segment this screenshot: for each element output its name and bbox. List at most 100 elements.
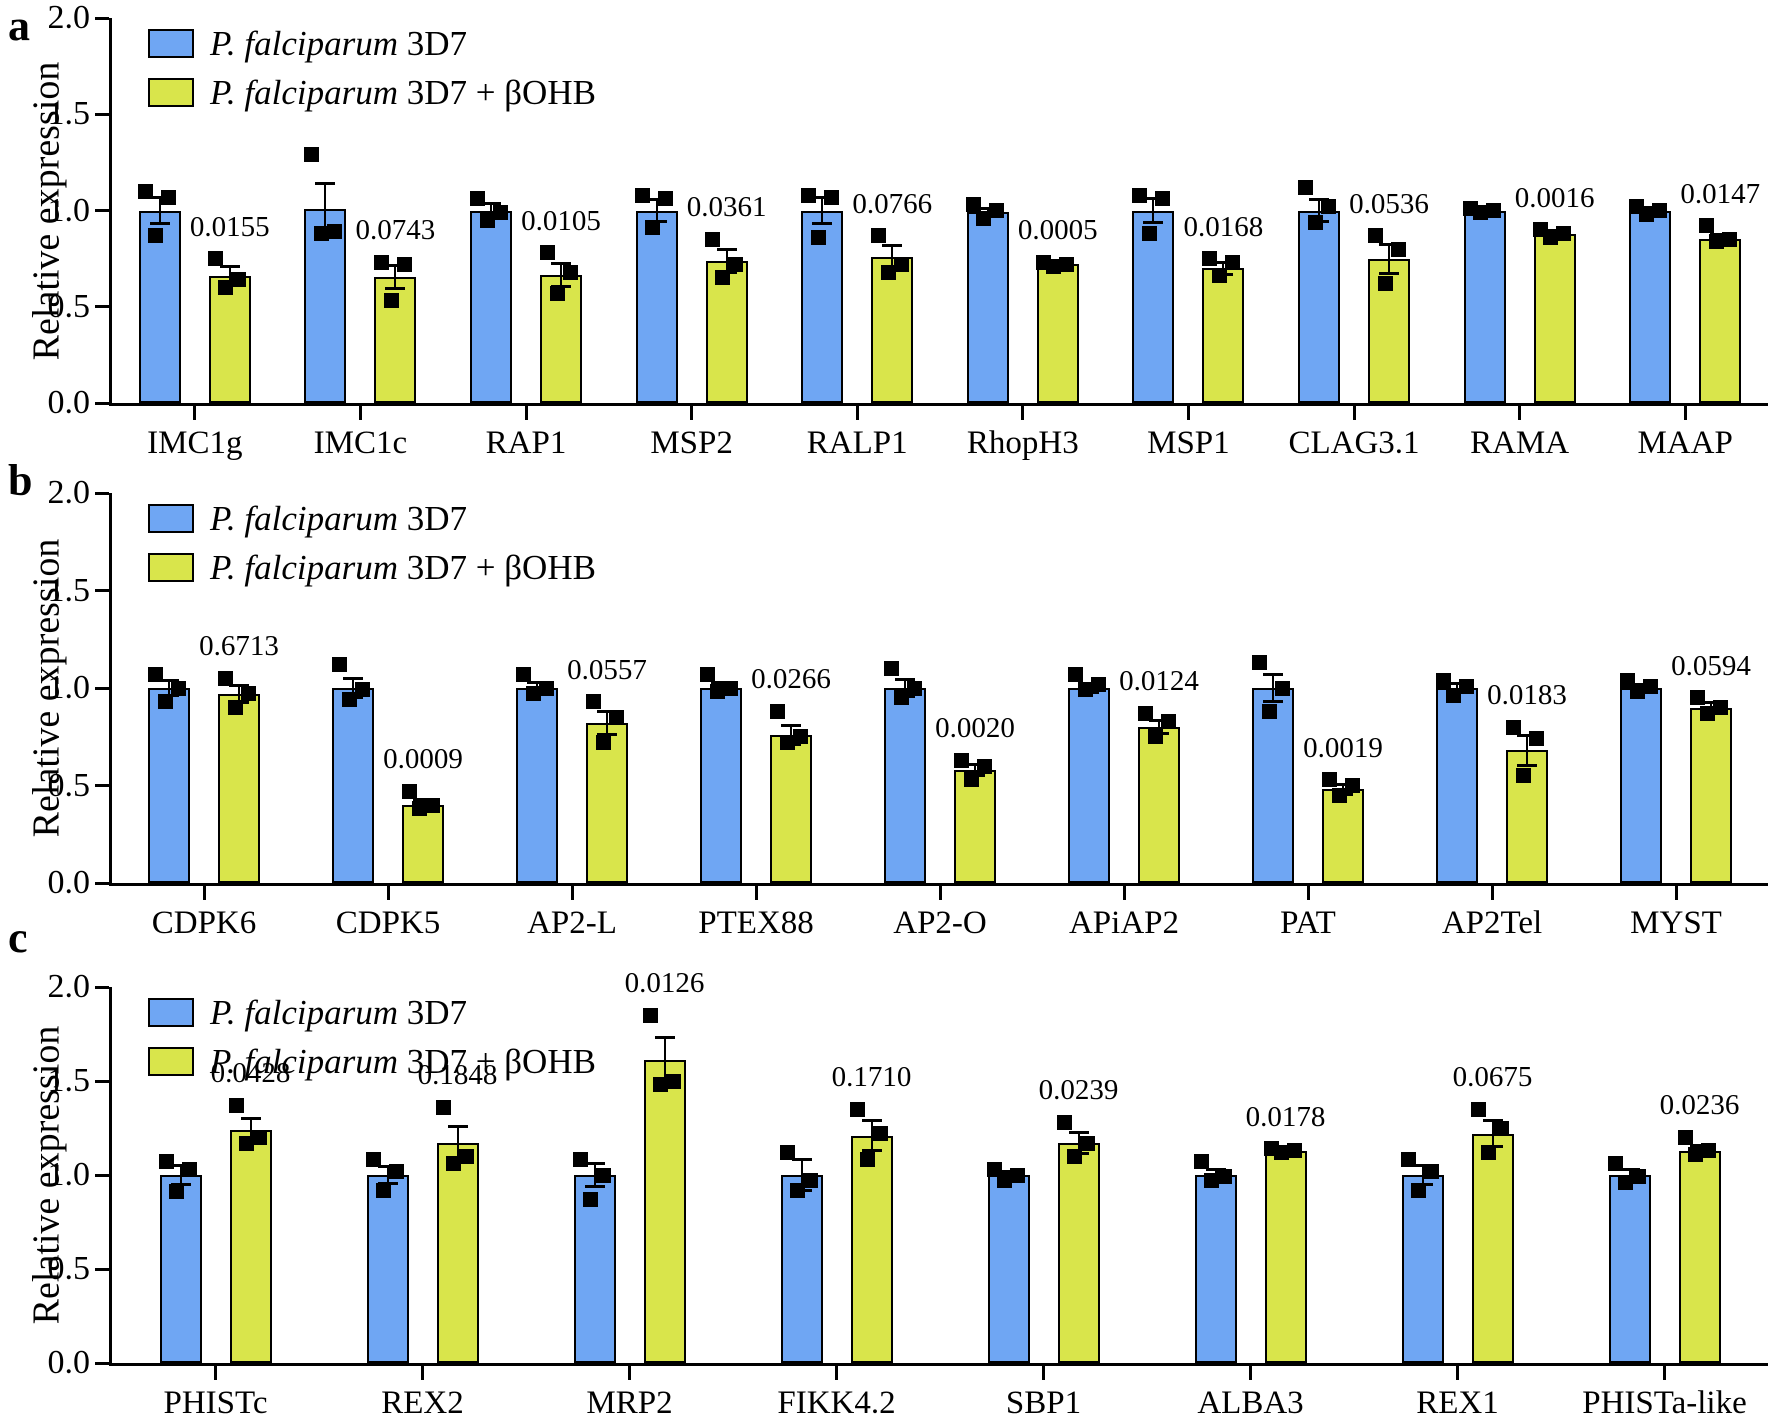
bar-yellow-REX2	[436, 1143, 479, 1363]
data-point	[966, 197, 982, 213]
data-point	[705, 231, 721, 247]
x-tick-label-AP2-L: AP2-L	[527, 905, 617, 941]
x-tick-mark	[855, 406, 859, 420]
data-point	[1367, 228, 1383, 244]
data-point	[1458, 678, 1474, 694]
data-point	[252, 1129, 267, 1145]
bar-yellow-MYST	[1690, 707, 1732, 883]
bar-yellow-RAMA	[1533, 233, 1576, 403]
data-point	[976, 758, 992, 774]
error-bar-cap	[551, 261, 571, 265]
data-point	[383, 293, 399, 309]
p-value-MSP1: 0.0168	[1183, 210, 1264, 243]
data-point	[1505, 719, 1521, 735]
error-bar	[821, 197, 824, 224]
legend-label: P. falciparum 3D7 + βOHB	[210, 550, 596, 585]
bar-blue-APiAP2	[1068, 688, 1110, 883]
error-bar-cap	[1689, 1144, 1710, 1148]
x-tick-mark	[193, 406, 197, 420]
data-point	[1297, 179, 1313, 195]
bar-blue-MAAP	[1629, 210, 1672, 403]
x-tick-mark	[835, 1366, 838, 1380]
data-point	[138, 183, 154, 199]
data-point	[1307, 214, 1323, 230]
error-bar-cap	[343, 676, 363, 680]
p-value-APiAP2: 0.0124	[1119, 665, 1199, 698]
error-bar-cap	[654, 1036, 675, 1040]
bar-yellow-PTEX88	[770, 734, 812, 883]
data-point	[906, 680, 922, 696]
data-point	[653, 1077, 668, 1093]
error-bar-cap	[1143, 197, 1164, 201]
data-point	[823, 189, 839, 205]
p-value-CDPK6: 0.6713	[199, 630, 279, 663]
y-tick-mark	[95, 985, 109, 989]
data-point	[539, 245, 555, 261]
y-tick-mark	[95, 305, 109, 309]
p-value-IMC1g: 0.0155	[189, 210, 270, 243]
error-bar-cap	[1068, 1131, 1089, 1135]
error-bar	[870, 1120, 873, 1151]
data-point	[1631, 1169, 1646, 1185]
data-point	[1701, 1143, 1716, 1159]
error-bar	[1318, 199, 1320, 222]
legend-label: P. falciparum 3D7	[210, 26, 467, 61]
error-bar	[1628, 1169, 1631, 1181]
legend-label: P. falciparum 3D7 + βOHB	[210, 75, 596, 110]
data-point	[1274, 1144, 1289, 1160]
error-bar-cap	[170, 1182, 191, 1186]
data-point	[1137, 705, 1153, 721]
data-point	[1494, 1120, 1509, 1136]
y-tick-mark	[95, 491, 109, 495]
legend-species: P. falciparum	[210, 499, 398, 538]
y-tick-label: 1.0	[47, 1156, 91, 1193]
bar-blue-AP2Tel	[1436, 688, 1478, 883]
data-point	[873, 1126, 888, 1142]
bar-yellow-RhopH3	[1036, 264, 1079, 403]
data-point	[1331, 787, 1347, 803]
data-point	[1321, 772, 1337, 788]
y-axis-line	[109, 987, 112, 1366]
data-point	[446, 1156, 461, 1172]
x-tick-label-REX2: REX2	[381, 1385, 464, 1421]
legend-row: P. falciparum 3D7	[148, 26, 596, 61]
data-point	[1688, 1146, 1703, 1162]
bar-blue-AP2-L	[516, 688, 558, 883]
x-tick-label-AP2-O: AP2-O	[893, 905, 987, 941]
bar-blue-RhopH3	[966, 212, 1009, 403]
y-tick-label: 0.5	[47, 1250, 91, 1287]
legend-strain: 3D7 + βOHB	[397, 73, 596, 112]
p-value-PHISTc: 0.0428	[210, 1057, 291, 1090]
panel-c-letter: c	[8, 913, 28, 962]
data-point	[1141, 226, 1157, 242]
y-tick-label: 1.0	[47, 669, 91, 706]
bar-blue-PHISTc	[159, 1175, 202, 1363]
p-value-REX2: 0.1848	[417, 1059, 498, 1092]
legend-swatch-yellow	[148, 78, 194, 107]
data-point	[157, 694, 173, 710]
data-point	[170, 680, 186, 696]
data-point	[1481, 1144, 1496, 1160]
data-point	[1608, 1156, 1623, 1172]
x-tick-mark	[938, 886, 942, 900]
p-value-MYST: 0.0594	[1671, 649, 1751, 682]
error-bar-cap	[812, 195, 833, 199]
error-bar	[386, 1166, 389, 1184]
bar-blue-CDPK5	[332, 688, 374, 883]
x-axis-line	[109, 403, 1768, 406]
x-tick-mark	[1456, 1366, 1459, 1380]
legend-strain: 3D7	[397, 993, 468, 1032]
p-value-ALBA3: 0.0178	[1245, 1100, 1326, 1133]
error-bar	[1077, 1132, 1080, 1154]
data-point	[722, 680, 738, 696]
error-bar-cap	[1149, 718, 1169, 722]
x-tick-mark	[1306, 886, 1310, 900]
data-point	[1556, 226, 1572, 242]
data-point	[1411, 1182, 1426, 1198]
data-point	[1708, 233, 1724, 249]
x-tick-label-PTEX88: PTEX88	[698, 905, 814, 941]
x-tick-mark	[754, 886, 758, 900]
legend-swatch-blue	[148, 504, 194, 533]
data-point	[396, 256, 412, 272]
error-bar	[249, 1118, 252, 1142]
